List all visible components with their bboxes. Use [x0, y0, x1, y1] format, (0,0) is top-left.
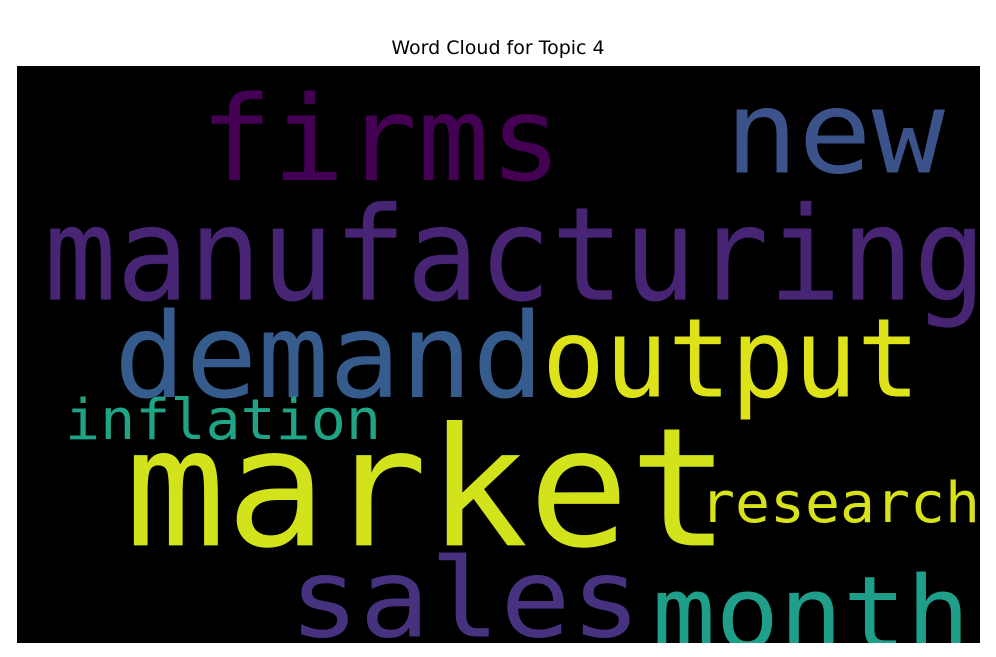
word-research: research [700, 471, 980, 536]
word-month: month [652, 554, 970, 643]
word-demand: demand [114, 287, 544, 425]
word-inflation: inflation [65, 388, 381, 453]
chart-title: Word Cloud for Topic 4 [391, 37, 605, 59]
word-sales: sales [289, 534, 641, 643]
word-cloud-panel: market manufacturing demand firms output sale… [17, 66, 980, 643]
word-output: output [542, 294, 920, 422]
word-market: market [125, 392, 730, 584]
word-firms: firms [200, 70, 562, 208]
word-manufacturing: manufacturing [44, 179, 980, 331]
word-new: new [725, 67, 946, 201]
